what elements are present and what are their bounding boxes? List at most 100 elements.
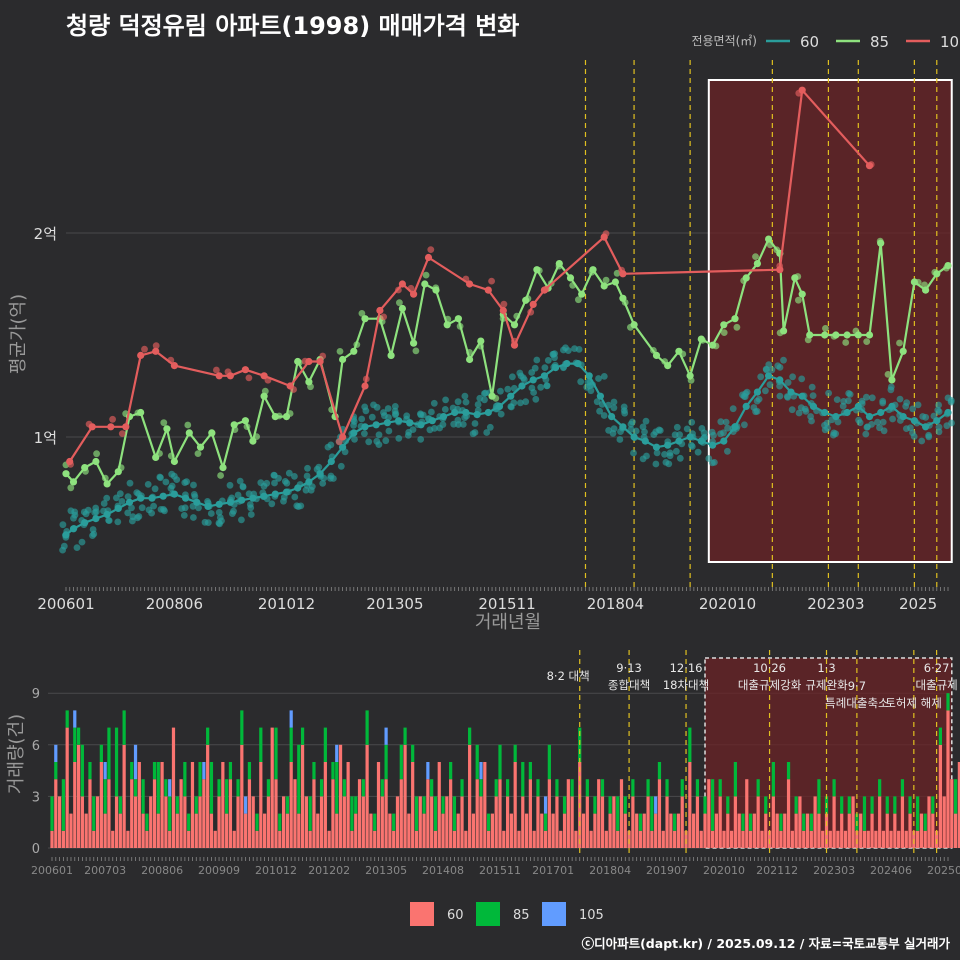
x-tick-label-1: 200806 — [146, 595, 203, 613]
policy-annotation: 1·3 — [817, 661, 835, 675]
avg-point-85 — [454, 315, 462, 323]
data-point-60 — [627, 426, 635, 433]
avg-point-60 — [765, 372, 773, 380]
avg-point-60 — [62, 531, 70, 539]
data-point-85 — [752, 253, 759, 260]
bar-60 — [676, 813, 681, 848]
avg-point-60 — [910, 417, 919, 425]
avg-point-60 — [753, 388, 762, 396]
data-point-60 — [497, 387, 504, 395]
avg-point-85 — [910, 278, 919, 286]
data-point-60 — [757, 373, 765, 381]
bar-85 — [335, 762, 339, 814]
bar-85 — [430, 779, 434, 797]
data-point-60 — [789, 373, 796, 381]
avg-point-85 — [697, 335, 705, 343]
bar-105 — [54, 744, 58, 762]
bar-60 — [483, 762, 487, 848]
bar-60 — [88, 779, 92, 848]
bar-60 — [752, 813, 756, 848]
avg-point-60 — [372, 421, 380, 429]
data-point-60 — [868, 421, 875, 428]
legend-label-85: 85 — [870, 33, 889, 51]
bar-105 — [73, 710, 77, 728]
avg-point-60 — [776, 376, 784, 384]
bar-105 — [133, 744, 138, 780]
bar-60 — [707, 779, 711, 848]
data-point-60 — [59, 521, 67, 529]
avg-point-85 — [163, 425, 171, 433]
avg-point-60 — [103, 510, 111, 519]
avg-point-60 — [114, 504, 122, 512]
avg-point-60 — [69, 525, 78, 533]
bar-105 — [202, 762, 206, 780]
bar-60 — [225, 813, 229, 848]
avg-point-60 — [675, 437, 683, 445]
avg-point-60 — [473, 411, 481, 419]
avg-point-105 — [226, 372, 234, 380]
bar-85 — [900, 779, 905, 797]
bar-60 — [365, 744, 369, 848]
bar-60 — [843, 830, 848, 848]
bar-60 — [938, 744, 943, 848]
bar-60 — [319, 796, 324, 848]
bar-60 — [141, 813, 145, 848]
data-point-60 — [643, 452, 650, 460]
x-tick-label-2: 201012 — [258, 595, 315, 613]
bar-60 — [821, 830, 825, 848]
data-point-60 — [776, 364, 784, 371]
bar-60 — [190, 762, 195, 848]
x-tick-label-4: 201511 — [478, 595, 535, 613]
bar-60 — [942, 796, 946, 848]
data-point-60 — [571, 345, 578, 352]
data-point-60 — [71, 511, 79, 519]
data-point-60 — [846, 391, 854, 398]
data-point-60 — [632, 427, 640, 435]
avg-point-60 — [809, 402, 818, 410]
avg-point-60 — [148, 494, 156, 502]
bar-60 — [547, 779, 551, 848]
bar-85 — [61, 779, 65, 831]
avg-point-85 — [398, 304, 406, 313]
avg-point-60 — [630, 433, 638, 441]
avg-point-85 — [533, 266, 541, 274]
bar-60 — [737, 813, 741, 848]
bar-105 — [335, 744, 339, 762]
data-point-60 — [92, 504, 100, 512]
bar-60 — [528, 779, 532, 848]
data-point-60 — [741, 421, 748, 429]
bar-85 — [80, 744, 84, 797]
bar-60 — [718, 796, 722, 848]
data-point-60 — [145, 506, 153, 514]
data-point-60 — [642, 417, 650, 425]
avg-point-85 — [92, 457, 100, 466]
avg-point-60 — [350, 429, 358, 437]
avg-point-105 — [499, 306, 507, 315]
data-point-60 — [291, 493, 299, 501]
avg-point-60 — [271, 490, 279, 498]
bar-60 — [122, 744, 126, 848]
avg-point-60 — [383, 419, 391, 427]
bar-85 — [847, 796, 851, 814]
data-point-60 — [823, 419, 831, 427]
bar-60 — [650, 830, 654, 848]
bar-60 — [745, 779, 749, 848]
data-point-60 — [462, 398, 470, 406]
avg-point-105 — [466, 280, 474, 288]
data-point-60 — [711, 459, 718, 466]
data-point-60 — [80, 508, 88, 516]
avg-point-105 — [865, 162, 874, 170]
bar-85 — [893, 796, 897, 814]
data-point-85 — [396, 299, 403, 307]
data-point-60 — [808, 383, 816, 391]
avg-point-60 — [327, 457, 335, 466]
bar-60 — [874, 830, 878, 848]
avg-point-60 — [877, 408, 885, 417]
bar-60 — [130, 779, 134, 848]
bar-x-tick-label-1: 200703 — [84, 864, 126, 877]
data-point-60 — [768, 366, 776, 374]
data-point-60 — [673, 447, 680, 455]
bar-60 — [289, 762, 293, 848]
avg-point-85 — [832, 331, 840, 339]
bar-60 — [263, 813, 267, 848]
